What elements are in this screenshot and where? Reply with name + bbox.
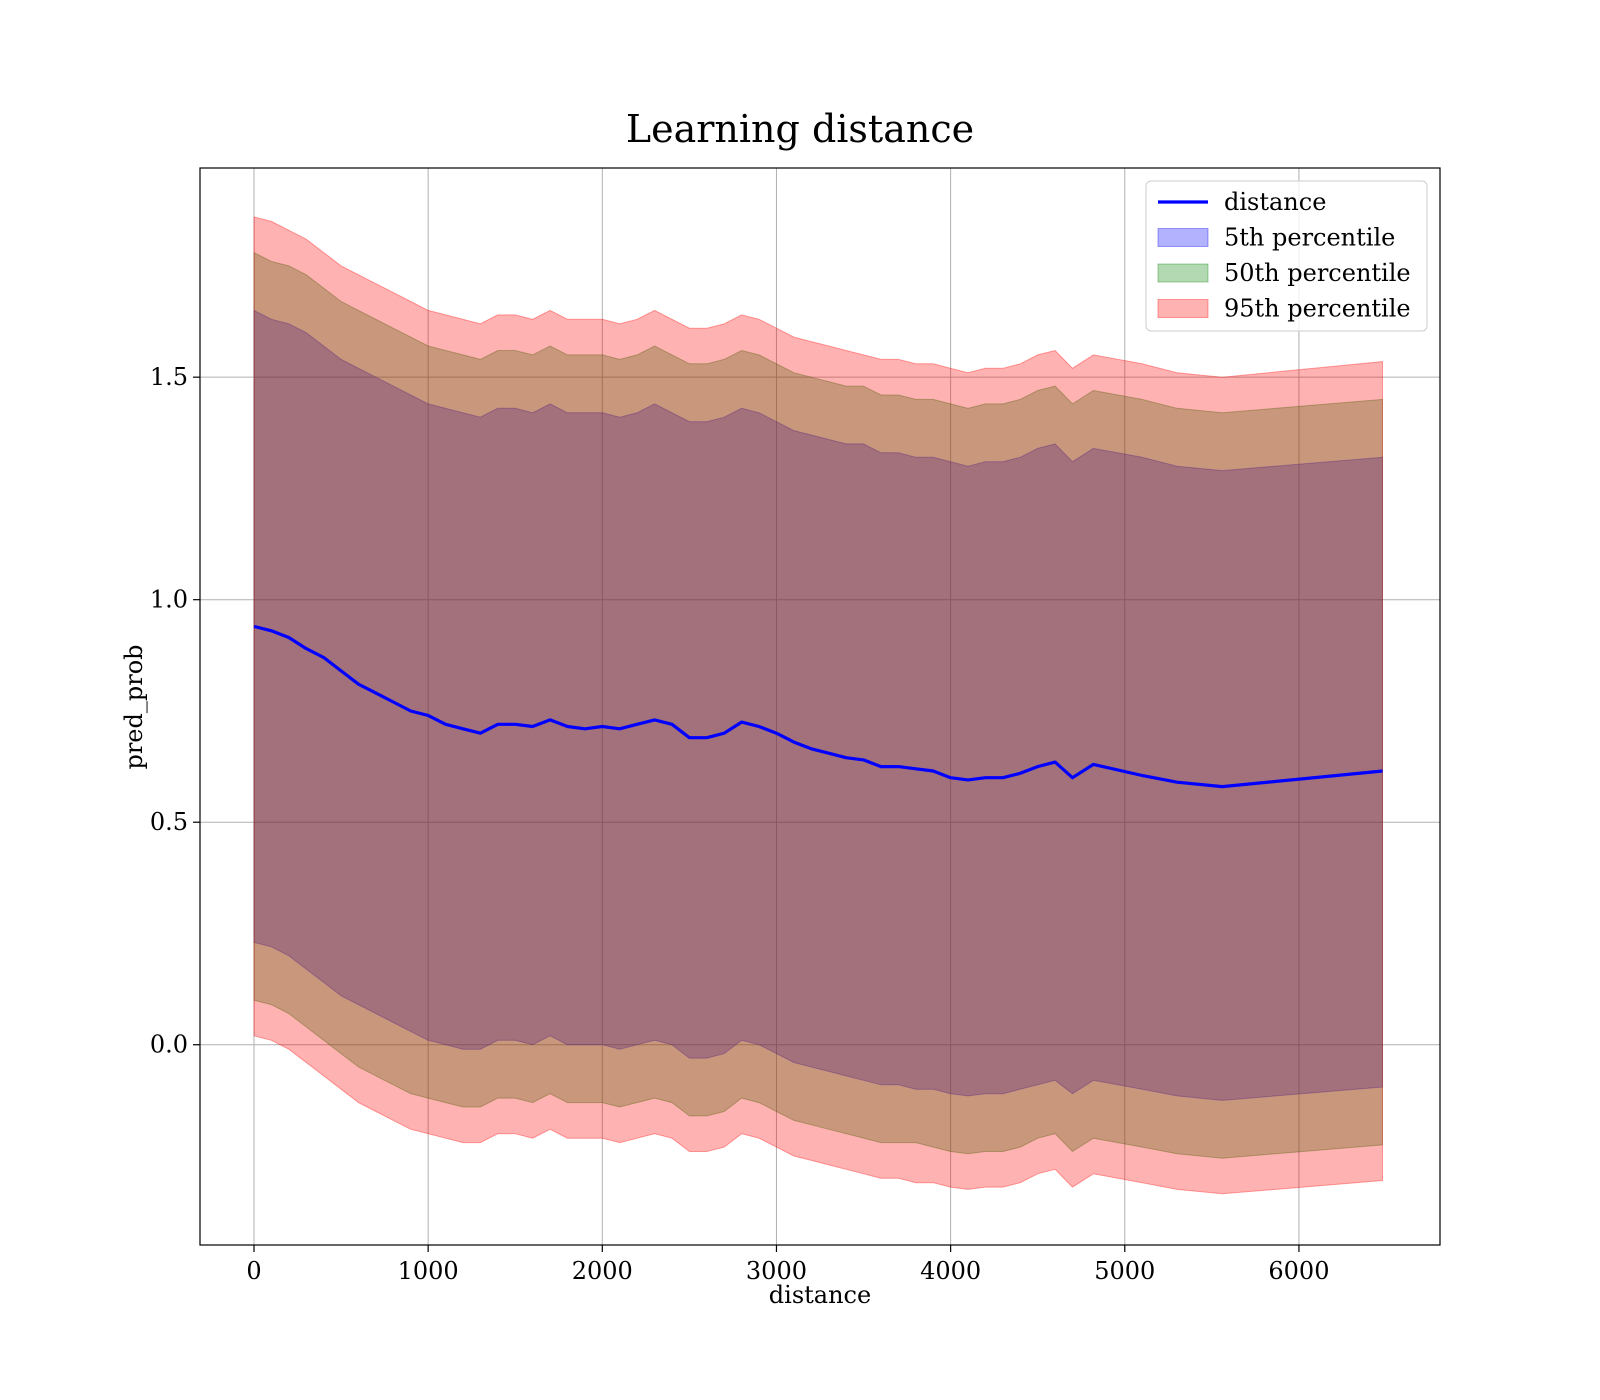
legend-label-5th-percentile: 5th percentile — [1224, 224, 1395, 252]
x-tick-label: 0 — [246, 1257, 261, 1285]
legend-swatch-5th-percentile — [1157, 228, 1209, 247]
y-tick-label: 1.5 — [150, 363, 188, 391]
band-50th-percentile — [253, 251, 1383, 1159]
legend: distance 5th percentile 50th percentile 95t… — [1145, 180, 1428, 332]
distance-line — [253, 624, 1383, 789]
chart-title: Learning distance — [626, 107, 974, 151]
y-axis-ticks: 0.0 0.5 1.0 1.5 — [150, 363, 200, 1059]
x-tick-label: 2000 — [572, 1257, 633, 1285]
x-tick-label: 4000 — [920, 1257, 981, 1285]
y-tick-label: 1.0 — [150, 586, 188, 614]
legend-swatch-95th-percentile — [1157, 299, 1209, 318]
band-95th-percentile — [253, 216, 1383, 1195]
y-tick-label: 0.5 — [150, 808, 188, 836]
band-5th-percentile — [253, 309, 1383, 1101]
legend-label-distance: distance — [1224, 188, 1326, 216]
grid — [200, 168, 1440, 1245]
line-distance — [253, 624, 1383, 789]
legend-swatch-50th-percentile — [1157, 263, 1209, 283]
legend-label-50th-percentile: 50th percentile — [1224, 259, 1411, 287]
x-tick-label: 6000 — [1268, 1257, 1329, 1285]
y-axis-label: pred_prob — [120, 644, 148, 769]
x-tick-label: 3000 — [746, 1257, 807, 1285]
x-tick-label: 5000 — [1094, 1257, 1155, 1285]
x-tick-label: 1000 — [398, 1257, 459, 1285]
plot-frame — [199, 167, 1441, 1246]
y-tick-label: 0.0 — [150, 1031, 188, 1059]
legend-box — [1145, 180, 1428, 332]
x-axis-ticks: 0 1000 2000 3000 4000 5000 6000 — [246, 1245, 1329, 1285]
percentile-bands — [253, 216, 1383, 1195]
x-axis-label: distance — [769, 1281, 871, 1309]
legend-label-95th-percentile: 95th percentile — [1224, 295, 1411, 323]
